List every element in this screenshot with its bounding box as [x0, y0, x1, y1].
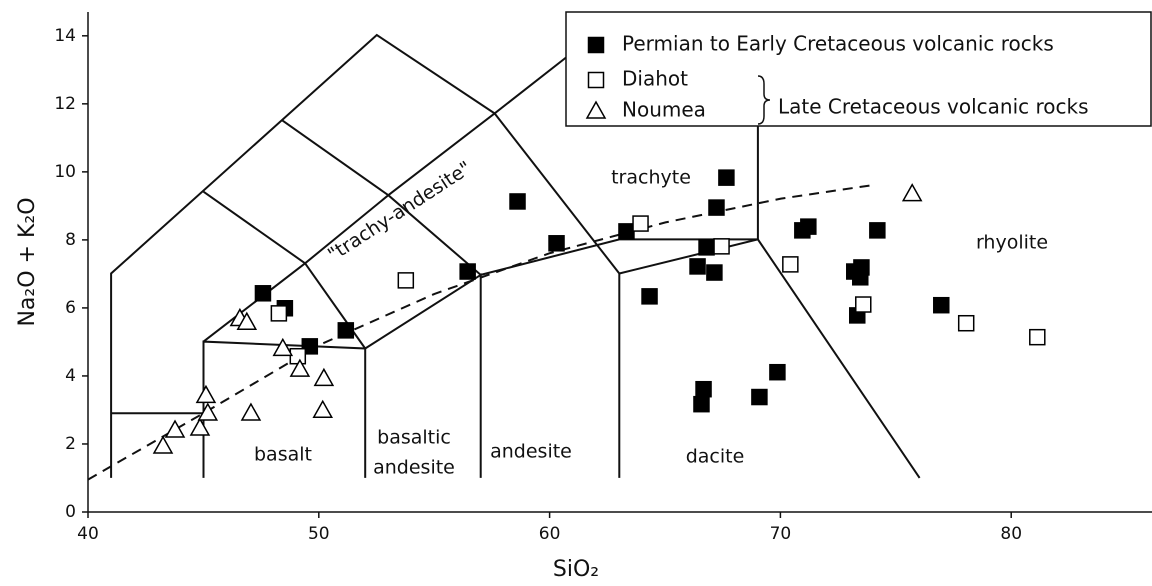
- marker: [548, 235, 565, 252]
- field-label: trachyte: [611, 167, 691, 189]
- field-label: rhyolite: [976, 232, 1048, 254]
- marker: [254, 285, 272, 302]
- marker: [189, 417, 211, 436]
- field-label: basalt: [254, 444, 312, 466]
- marker: [152, 435, 174, 454]
- x-axis-label: SiO₂: [553, 557, 599, 582]
- marker: [718, 169, 735, 186]
- marker: [289, 358, 311, 377]
- marker: [337, 322, 355, 339]
- legend-marker: [585, 100, 607, 119]
- marker: [957, 314, 975, 332]
- marker: [459, 263, 476, 280]
- legend-brace: [757, 75, 771, 125]
- y-axis-label: Na₂O + K₂O: [15, 197, 40, 326]
- marker: [270, 305, 288, 322]
- y-tick-label: 12: [54, 94, 76, 114]
- marker: [313, 367, 335, 387]
- tas-field-boundaries: [87, 33, 921, 481]
- x-tick-label: 70: [770, 524, 792, 544]
- marker: [852, 269, 869, 286]
- legend-marker: [587, 36, 605, 54]
- marker: [272, 337, 294, 357]
- y-tick-label: 6: [65, 298, 76, 318]
- legend-label: Noumea: [622, 98, 706, 122]
- marker: [195, 384, 217, 404]
- legend-marker: [587, 71, 605, 89]
- field-label: andesite: [373, 457, 455, 479]
- field-label: dacite: [686, 446, 745, 468]
- marker: [236, 311, 258, 330]
- y-tick-label: 8: [65, 230, 76, 250]
- marker: [751, 388, 768, 406]
- marker: [632, 215, 649, 232]
- marker: [698, 239, 715, 256]
- field-label: basaltic: [377, 427, 451, 449]
- marker: [693, 395, 710, 413]
- y-tick-label: 10: [54, 162, 76, 182]
- marker: [901, 183, 923, 202]
- marker: [769, 363, 786, 381]
- marker: [782, 256, 799, 273]
- marker: [197, 402, 219, 421]
- marker: [240, 402, 262, 421]
- marker: [312, 399, 334, 419]
- marker: [695, 380, 712, 398]
- marker: [289, 347, 307, 365]
- legend-label: Diahot: [622, 67, 688, 91]
- marker: [301, 338, 319, 355]
- marker: [618, 223, 635, 240]
- marker: [689, 258, 706, 275]
- y-tick-label: 2: [65, 434, 76, 454]
- marker: [1029, 328, 1046, 346]
- field-label: andesite: [490, 441, 572, 463]
- marker: [397, 272, 415, 289]
- marker: [869, 222, 886, 239]
- marker: [713, 238, 730, 255]
- marker: [800, 218, 817, 235]
- x-tick-label: 40: [77, 524, 99, 544]
- y-tick-label: 14: [54, 26, 76, 46]
- x-tick-label: 80: [1000, 524, 1022, 544]
- x-tick-label: 50: [308, 524, 330, 544]
- marker: [509, 193, 526, 210]
- y-tick-label: 0: [65, 502, 76, 522]
- marker: [933, 296, 950, 314]
- marker: [855, 296, 872, 313]
- y-tick-label: 4: [65, 366, 76, 386]
- legend-label: Permian to Early Cretaceous volcanic roc…: [622, 32, 1054, 56]
- x-tick-label: 60: [539, 524, 561, 544]
- marker: [706, 264, 723, 281]
- legend-group-label: Late Cretaceous volcanic rocks: [778, 95, 1089, 119]
- marker: [708, 199, 725, 216]
- marker: [641, 288, 658, 305]
- marker: [164, 419, 186, 438]
- legend-box: [565, 11, 1152, 127]
